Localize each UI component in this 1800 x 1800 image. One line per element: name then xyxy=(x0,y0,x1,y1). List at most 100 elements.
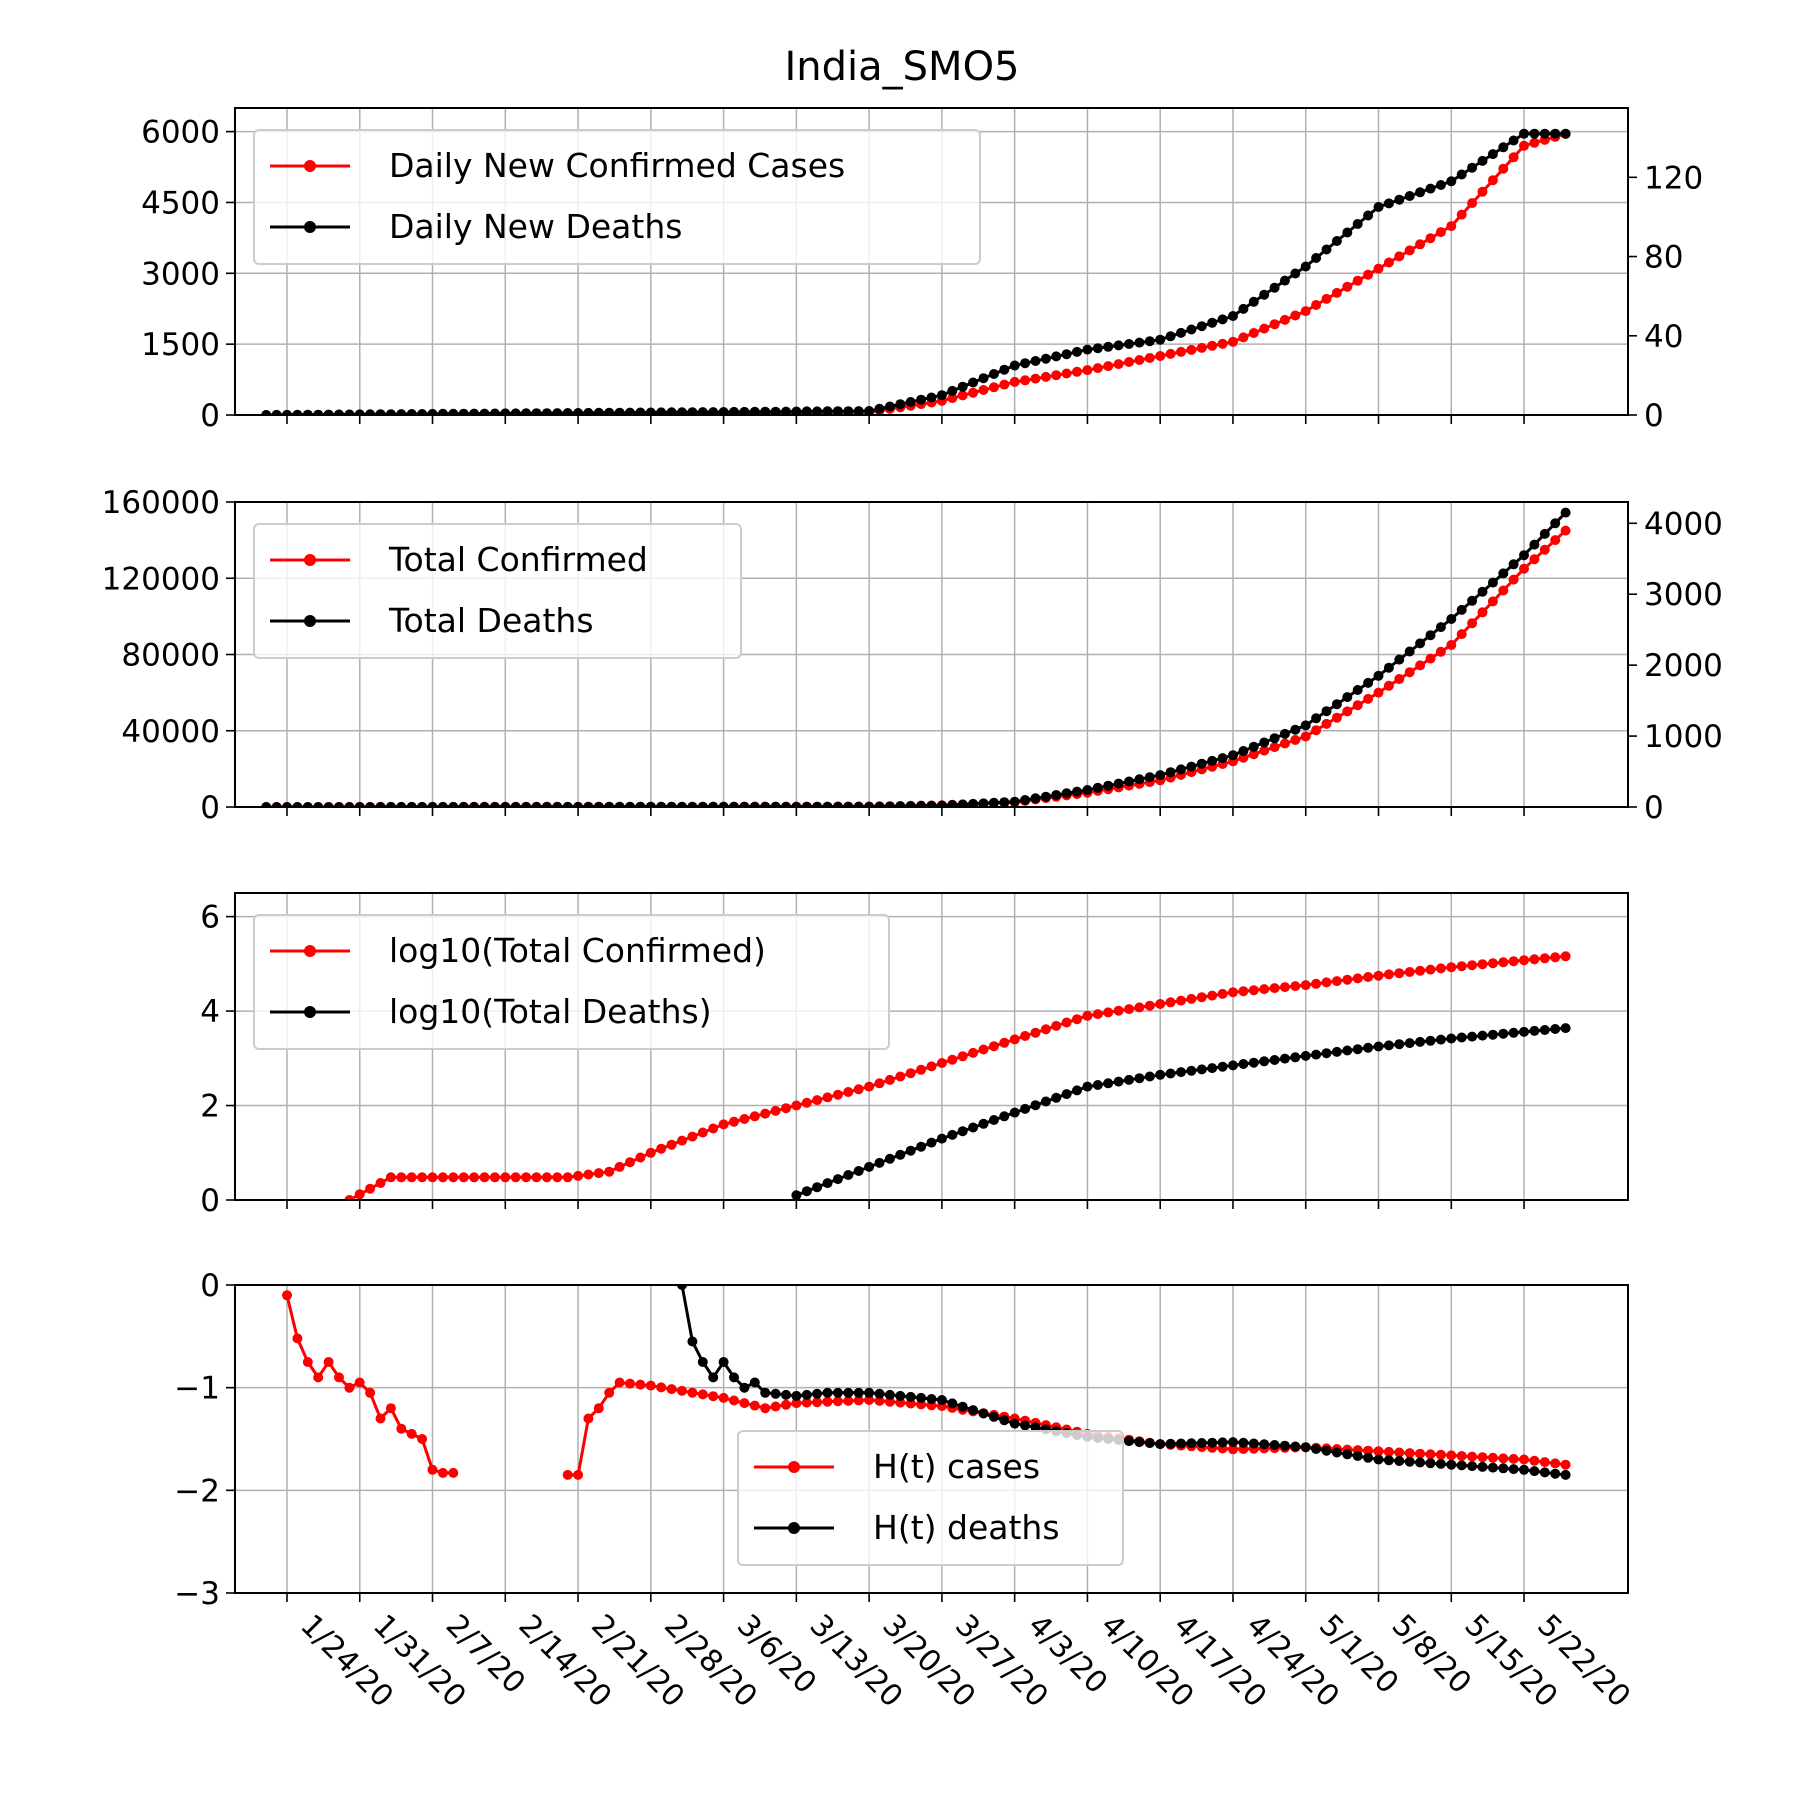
data-point xyxy=(417,1434,428,1444)
data-point xyxy=(583,801,594,807)
data-point xyxy=(302,1357,313,1367)
legend-marker xyxy=(304,1006,316,1018)
data-point xyxy=(489,408,500,415)
data-point xyxy=(1248,741,1259,752)
data-point xyxy=(916,394,927,405)
legend-box xyxy=(737,1430,1124,1566)
data-point xyxy=(1342,1449,1353,1460)
data-point xyxy=(760,801,771,807)
data-point xyxy=(1311,725,1322,736)
data-point xyxy=(1404,1038,1415,1049)
data-point xyxy=(1155,999,1166,1009)
data-point xyxy=(739,406,750,415)
data-point xyxy=(770,406,781,415)
data-point xyxy=(1394,968,1405,979)
data-point xyxy=(853,1387,864,1398)
data-point xyxy=(510,1172,521,1183)
data-point xyxy=(895,1390,906,1401)
data-point xyxy=(791,1398,802,1409)
data-point xyxy=(1415,1036,1426,1047)
data-point xyxy=(1009,1418,1020,1429)
data-point xyxy=(1103,341,1114,352)
data-point xyxy=(1404,245,1415,256)
data-point xyxy=(853,1084,864,1095)
data-point xyxy=(957,381,968,392)
right-y-tick-label: 4000 xyxy=(1644,506,1723,542)
data-point xyxy=(1228,987,1238,998)
data-point xyxy=(760,1403,771,1414)
data-point xyxy=(1259,289,1270,300)
data-point xyxy=(448,801,459,807)
data-point xyxy=(947,393,958,404)
data-point xyxy=(1259,737,1270,748)
data-point xyxy=(448,408,459,415)
data-point xyxy=(1238,332,1249,343)
data-point xyxy=(645,801,656,807)
legend-marker xyxy=(304,160,316,172)
data-point xyxy=(1144,1438,1155,1449)
data-point xyxy=(1009,360,1020,371)
data-point xyxy=(739,1398,750,1409)
data-point xyxy=(1072,1085,1082,1096)
data-point xyxy=(1165,331,1176,342)
data-point xyxy=(1508,135,1519,146)
data-point xyxy=(1196,1438,1207,1448)
data-point xyxy=(988,369,999,379)
data-point xyxy=(323,802,334,807)
data-point xyxy=(760,406,771,415)
data-point xyxy=(988,1041,999,1052)
data-point xyxy=(1519,955,1529,966)
data-point xyxy=(1508,559,1519,570)
data-point xyxy=(1082,344,1093,355)
data-point xyxy=(957,1401,968,1412)
data-point xyxy=(1217,1437,1228,1448)
data-point xyxy=(1051,370,1062,381)
data-point xyxy=(1217,753,1228,764)
data-point xyxy=(1550,952,1561,963)
data-point xyxy=(292,1333,303,1344)
data-point xyxy=(832,801,843,807)
data-point xyxy=(770,1105,781,1116)
data-point xyxy=(583,407,594,415)
data-point xyxy=(1383,198,1394,209)
data-point xyxy=(1134,1437,1145,1448)
data-point xyxy=(1186,324,1197,335)
right-y-tick-label: 80 xyxy=(1644,240,1683,276)
data-point xyxy=(1072,1014,1082,1025)
data-point xyxy=(1290,1441,1301,1452)
data-point xyxy=(1176,346,1186,357)
data-point xyxy=(1207,340,1218,351)
data-point xyxy=(1238,1059,1249,1069)
data-point xyxy=(697,1357,708,1367)
data-point xyxy=(1550,1024,1561,1034)
data-point xyxy=(1290,310,1301,321)
data-point xyxy=(1009,376,1020,387)
data-point xyxy=(1124,339,1134,349)
data-point xyxy=(1144,1000,1155,1011)
data-point xyxy=(1124,1004,1134,1015)
data-point xyxy=(1435,227,1446,238)
data-point xyxy=(791,1100,802,1111)
data-point xyxy=(1477,155,1488,166)
data-point xyxy=(1020,1420,1031,1431)
data-point xyxy=(1124,1074,1134,1085)
data-point xyxy=(1321,706,1332,717)
panel-3: 0 2 4 6 log10(Total Confirmed) log10(Total De… xyxy=(200,892,1629,1219)
data-point xyxy=(1363,1452,1374,1463)
data-point xyxy=(1529,954,1540,965)
data-point xyxy=(812,1397,823,1408)
data-point xyxy=(1269,319,1280,330)
data-point xyxy=(1290,981,1301,992)
data-point xyxy=(988,1411,999,1422)
data-point xyxy=(656,407,667,415)
data-point xyxy=(552,801,563,807)
data-point xyxy=(1487,1029,1498,1040)
data-point xyxy=(687,1131,698,1142)
data-point xyxy=(1498,957,1509,968)
data-point xyxy=(365,409,376,415)
data-point xyxy=(521,1172,532,1183)
data-point xyxy=(1529,137,1540,148)
data-point xyxy=(562,408,573,415)
data-point xyxy=(1425,964,1436,975)
